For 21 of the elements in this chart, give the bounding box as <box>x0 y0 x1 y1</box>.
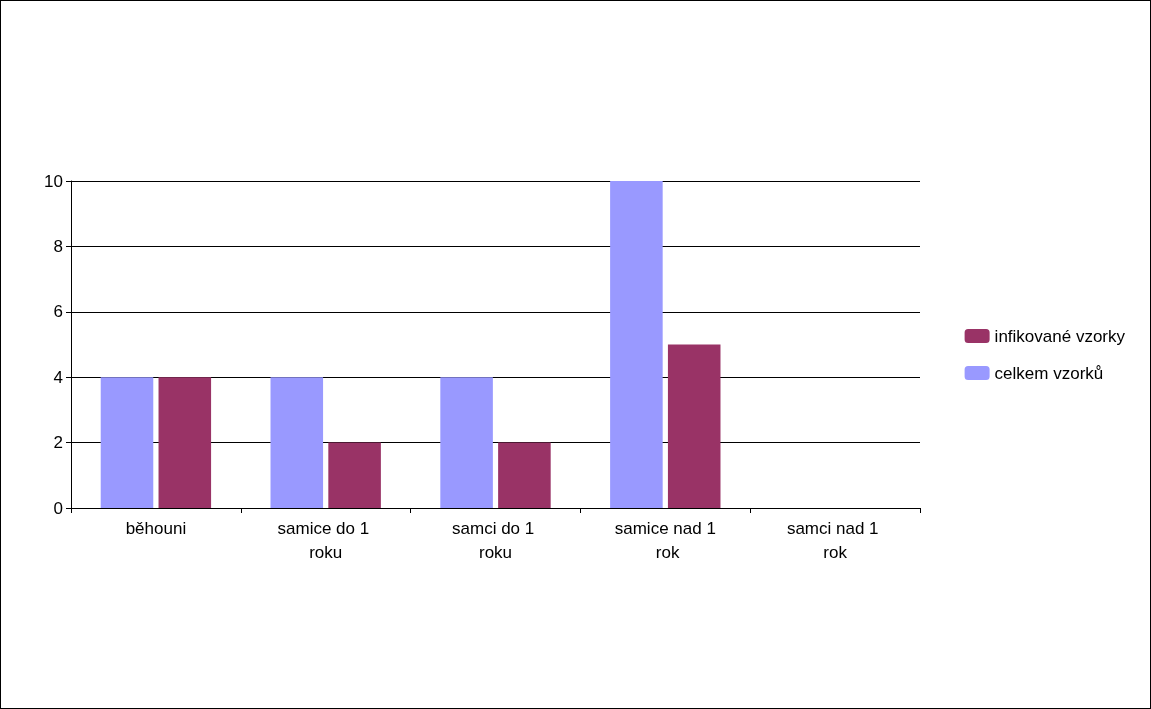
bar <box>158 377 212 508</box>
y-tick-label: 4 <box>53 367 63 387</box>
y-tick-label: 2 <box>53 433 63 453</box>
x-tick-label: samice do 1 roku <box>277 518 374 562</box>
y-tick-label: 8 <box>53 236 63 256</box>
bar <box>610 181 663 508</box>
y-tick-label: 6 <box>53 302 63 322</box>
x-tick-label: samci do 1 roku <box>452 518 539 562</box>
legend-label: celkem vzorků <box>994 363 1104 383</box>
x-tick-label: samci nad 1 rok <box>786 518 884 562</box>
bar <box>440 377 493 508</box>
bar <box>100 377 154 508</box>
x-tick-label: běhouni <box>125 518 187 538</box>
legend-label: infikované vzorky <box>994 326 1126 346</box>
bar <box>498 442 551 508</box>
y-tick-label: 10 <box>44 171 63 191</box>
y-tick-label: 0 <box>53 498 63 518</box>
bar <box>328 442 381 508</box>
bar <box>270 377 324 508</box>
bar <box>667 344 721 508</box>
x-tick-label: samice nad 1 rok <box>614 518 716 562</box>
